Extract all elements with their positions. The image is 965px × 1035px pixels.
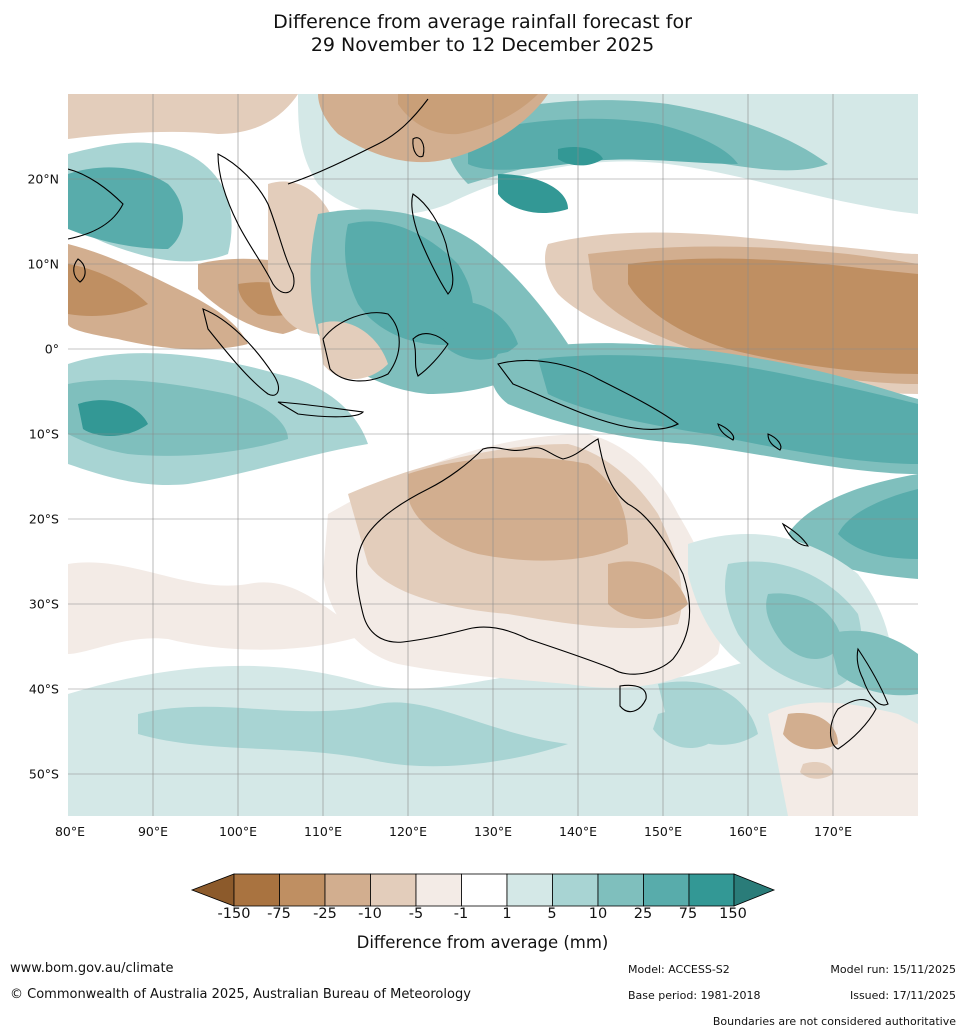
lat-label-50s: 50°S [28, 766, 59, 782]
new-guinea-coastline [497, 359, 680, 430]
sri-lanka-coastline [73, 258, 86, 283]
lon-label-140e: 140°E [558, 824, 598, 839]
footer-website: www.bom.gov.au/climate [10, 961, 174, 976]
colorbar-tick--150: -150 [217, 906, 251, 922]
colorbar-tick-75: 75 [678, 906, 698, 922]
lon-label-170e: 170°E [813, 824, 853, 839]
sumatra-coastline [202, 308, 279, 396]
lat-label-20s: 20°S [28, 511, 59, 527]
colorbar-tick--25: -25 [313, 906, 337, 922]
colorbar-bin-2 [279, 873, 326, 907]
map-title-line2: 29 November to 12 December 2025 [310, 34, 655, 56]
lon-label-80e: 80°E [54, 824, 86, 839]
map-title-line1: Difference from average rainfall forecas… [273, 11, 692, 33]
new-zealand-south-coastline [829, 699, 877, 750]
lon-label-90e: 90°E [137, 824, 169, 839]
lat-label-10n: 10°N [27, 256, 59, 272]
java-coastline [277, 401, 365, 418]
colorbar-bin-8 [552, 873, 599, 907]
colorbar-below-min [190, 873, 235, 907]
australia-coastline [356, 438, 691, 675]
colorbar-above-max [733, 873, 776, 907]
lon-label-160e: 160°E [728, 824, 768, 839]
lon-label-150e: 150°E [643, 824, 683, 839]
colorbar-tick--1: -1 [453, 906, 469, 922]
footer-base-period: Base period: 1981-2018 [628, 989, 761, 1002]
indochina-coastline [217, 153, 295, 294]
footer-copyright: © Commonwealth of Australia 2025, Austra… [10, 987, 471, 1002]
footer-model-run: Model run: 15/11/2025 [830, 963, 956, 976]
colorbar-tick-1: 1 [502, 906, 512, 922]
new-zealand-north-coastline [856, 647, 889, 706]
colorbar-tick--5: -5 [408, 906, 424, 922]
sulawesi-coastline [412, 333, 449, 377]
tasmania-coastline [619, 684, 647, 713]
colorbar-bin-1 [233, 873, 280, 907]
colorbar-tick-150: 150 [719, 906, 747, 922]
lat-label-40s: 40°S [28, 681, 59, 697]
graticule [68, 94, 918, 816]
china-coastline [287, 98, 429, 185]
philippines-coastline [411, 193, 454, 295]
colorbar-tick-5: 5 [547, 906, 557, 922]
colorbar-bin-6 [461, 873, 508, 907]
lon-label-130e: 130°E [473, 824, 513, 839]
lon-label-120e: 120°E [388, 824, 428, 839]
footer-issued: Issued: 17/11/2025 [849, 989, 956, 1002]
footer-model: Model: ACCESS-S2 [628, 963, 730, 976]
rainfall-fields [68, 94, 918, 816]
coastlines [67, 98, 889, 750]
colorbar-bin-3 [324, 873, 371, 907]
lon-label-100e: 100°E [218, 824, 258, 839]
borneo-coastline [322, 312, 400, 382]
colorbar-tick--10: -10 [358, 906, 382, 922]
lon-label-110e: 110°E [303, 824, 343, 839]
lat-label-20n: 20°N [27, 171, 59, 187]
colorbar-bin-9 [597, 873, 644, 907]
taiwan-coastline [412, 137, 425, 158]
colorbar-tick-10: 10 [588, 906, 608, 922]
colorbar-bin-4 [370, 873, 417, 907]
colorbar-bin-10 [643, 873, 690, 907]
lat-label-10s: 10°S [28, 426, 59, 442]
colorbar-bin-5 [415, 873, 462, 907]
lat-label-30s: 30°S [28, 596, 59, 612]
colorbar-tick--75: -75 [267, 906, 291, 922]
lat-label-0: 0° [44, 341, 59, 357]
colorbar-bin-7 [506, 873, 553, 907]
colorbar [190, 873, 776, 907]
colorbar-title: Difference from average (mm) [356, 933, 609, 952]
colorbar-tick-25: 25 [633, 906, 653, 922]
rainfall-map [67, 94, 918, 816]
colorbar-bin-11 [688, 873, 735, 907]
footer-boundaries-note: Boundaries are not considered authoritat… [712, 1015, 956, 1028]
india-coastline [67, 168, 124, 240]
